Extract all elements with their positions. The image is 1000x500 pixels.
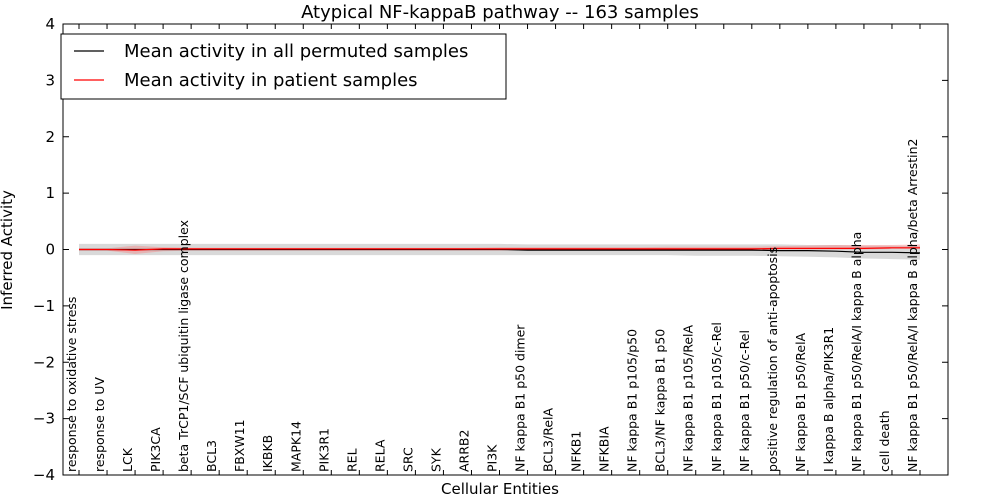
entity-labels: response to oxidative stress response to … — [64, 139, 920, 473]
y-tick-label: −4 — [33, 466, 55, 484]
entity-label: PI3K — [485, 444, 500, 472]
entity-label: SRC — [400, 447, 415, 472]
entity-label: response to oxidative stress — [64, 297, 79, 472]
entity-label: BCL3 — [204, 440, 219, 472]
series-line-patient — [79, 247, 920, 251]
entity-label: positive regulation of anti-apoptosis — [765, 247, 780, 472]
entity-label: PIK3CA — [148, 427, 163, 472]
entity-label: NF kappa B1 p50/RelA — [793, 332, 808, 472]
entity-label: ARRB2 — [457, 430, 472, 472]
y-tick-label: −3 — [33, 410, 55, 428]
entity-label: NF kappa B1 p105/RelA — [681, 325, 696, 472]
entity-label: beta TrCP1/SCF ubiquitin ligase complex — [176, 220, 191, 472]
entity-label: IKBKB — [260, 435, 275, 472]
chart-title: Atypical NF-kappaB pathway -- 163 sample… — [301, 2, 699, 23]
entity-label: NF kappa B1 p105/c-Rel — [709, 322, 724, 472]
entity-label: NF kappa B1 p50 dimer — [513, 324, 528, 472]
entity-label: NFKBIA — [597, 426, 612, 472]
series-lines — [79, 247, 921, 254]
entity-label: I kappa B alpha/PIK3R1 — [821, 327, 836, 472]
y-tick-label: 1 — [45, 184, 55, 202]
y-ticks: −4 −3 −2 −1 0 1 2 3 4 — [33, 15, 948, 484]
legend-label-patient: Mean activity in patient samples — [124, 70, 418, 91]
band-permuted — [79, 243, 920, 260]
legend-label-permuted: Mean activity in all permuted samples — [124, 41, 468, 62]
entity-label: BCL3/NF kappa B1 p50 — [653, 329, 668, 472]
entity-label: SYK — [428, 447, 443, 472]
entity-label: NF kappa B1 p50/RelA/I kappa B alpha/bet… — [905, 139, 920, 473]
legend-frame — [60, 33, 507, 100]
entity-label: response to UV — [92, 377, 107, 472]
entity-label: NF kappa B1 p50/RelA/I kappa B alpha — [849, 232, 864, 472]
y-tick-label: −2 — [33, 353, 55, 371]
entity-label: RELA — [372, 439, 387, 472]
y-tick-label: 3 — [45, 71, 55, 89]
entity-label: PIK3R1 — [316, 428, 331, 472]
entity-label: REL — [344, 448, 359, 472]
y-axis-label: Inferred Activity — [0, 190, 16, 310]
y-tick-label: 0 — [45, 241, 55, 259]
entity-label: NF kappa B1 p50/c-Rel — [737, 330, 752, 472]
entity-label: LCK — [120, 447, 135, 472]
plot-frame — [62, 23, 949, 476]
entity-label: NFKB1 — [569, 431, 584, 472]
x-ticks — [78, 24, 921, 475]
entity-label: FBXW11 — [232, 419, 247, 472]
y-tick-label: −1 — [33, 297, 55, 315]
entity-label: BCL3/RelA — [541, 408, 556, 472]
entity-label: NF kappa B1 p105/p50 — [625, 329, 640, 472]
entity-label: MAPK14 — [288, 421, 303, 472]
entity-label: cell death — [877, 410, 892, 472]
y-tick-label: 2 — [45, 128, 55, 146]
y-tick-label: 4 — [45, 15, 55, 33]
x-axis-label: Cellular Entities — [441, 480, 559, 498]
legend: Mean activity in all permuted samples Me… — [60, 33, 507, 100]
